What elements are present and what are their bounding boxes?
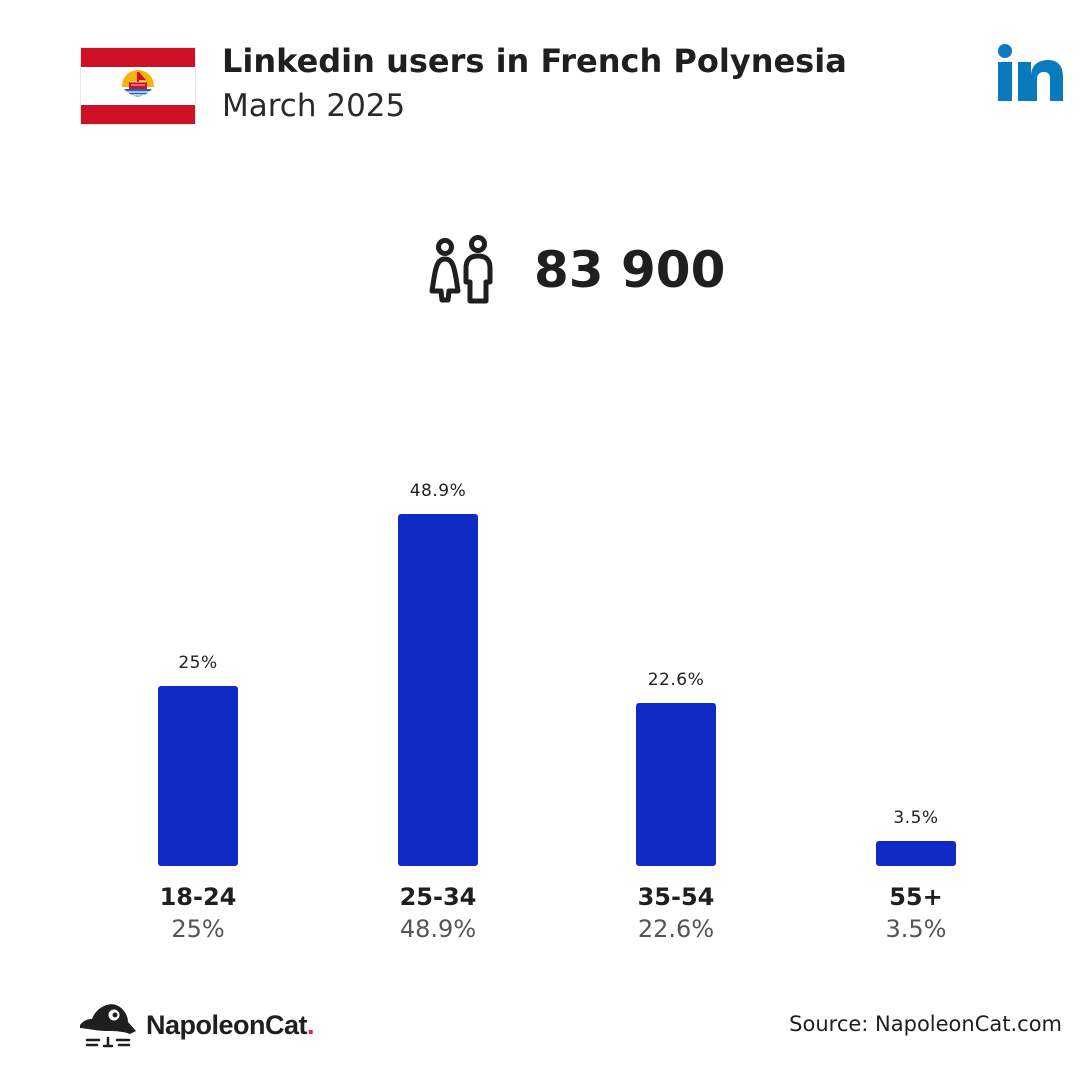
brand-dot: . (307, 1009, 315, 1040)
linkedin-logo-icon (998, 44, 1063, 101)
category-label: 18-24 (159, 883, 237, 911)
page-title: Linkedin users in French Polynesia (222, 42, 847, 80)
napoleoncat-logo-icon (80, 1004, 136, 1048)
category-value: 25% (171, 915, 225, 943)
category-value: 3.5% (885, 915, 947, 943)
total-users: 83 900 (428, 234, 725, 306)
category-label: 35-54 (637, 883, 715, 911)
category-value: 22.6% (637, 915, 715, 943)
bar-35-54 (636, 703, 716, 866)
people-icon (429, 235, 493, 304)
bar-data-label: 48.9% (409, 481, 467, 501)
source-text: Source: NapoleonCat.com (789, 1012, 1062, 1036)
brand-name: NapoleonCat (146, 1009, 308, 1040)
total-users-value: 83 900 (534, 241, 726, 299)
category-label: 25-34 (399, 883, 477, 911)
bar-55+ (876, 840, 956, 866)
page-subtitle: March 2025 (222, 88, 406, 124)
napoleoncat-brand: NapoleonCat. (78, 1000, 315, 1050)
bar-data-label: 25% (178, 653, 218, 674)
french-polynesia-flag (80, 47, 196, 125)
bar-data-label: 22.6% (647, 670, 705, 691)
category-label: 55+ (889, 883, 943, 911)
bar-data-label: 3.5% (893, 807, 939, 828)
bar-18-24 (158, 686, 238, 866)
bar-25-34 (398, 514, 478, 866)
category-value: 48.9% (399, 915, 477, 943)
